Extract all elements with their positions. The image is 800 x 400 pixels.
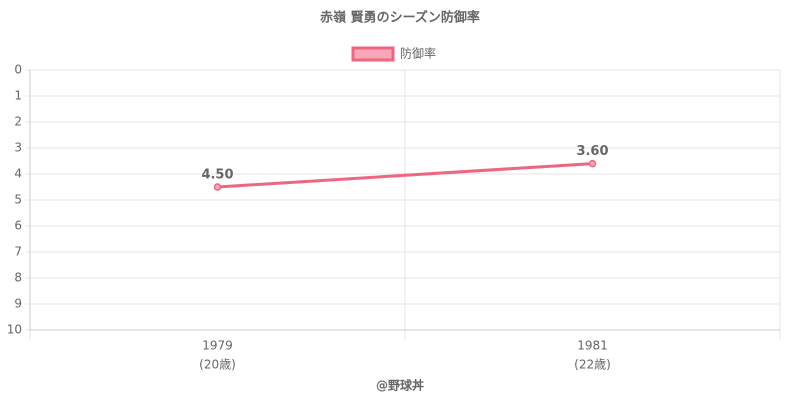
x-tick-label: 1981 — [577, 339, 608, 353]
legend-swatch — [351, 46, 395, 62]
footer: @野球丼 — [376, 378, 424, 393]
value-label: 4.50 — [201, 168, 233, 183]
y-tick-label: 3 — [14, 141, 22, 155]
x-tick-label: 1979 — [202, 339, 233, 353]
series-line — [217, 162, 593, 189]
y-tick-label: 1 — [14, 89, 22, 103]
y-tick-label: 9 — [14, 297, 22, 311]
point — [588, 159, 597, 168]
y-tick-label: 8 — [14, 271, 22, 285]
y-tick-label: 6 — [14, 219, 22, 233]
x-tick-sublabel: (22歳) — [574, 358, 611, 372]
x-tick-sublabel: (20歳) — [199, 358, 236, 372]
y-tick-label: 10 — [7, 323, 22, 337]
y-tick-label: 4 — [14, 167, 22, 181]
chart-title: 赤嶺 賢勇のシーズン防御率 — [320, 10, 480, 26]
y-tick-label: 5 — [14, 193, 22, 207]
y-tick-label: 0 — [14, 63, 22, 77]
y-tick-label: 7 — [14, 245, 22, 259]
legend-label: 防御率 — [400, 46, 436, 61]
value-label: 3.60 — [576, 144, 608, 159]
point — [213, 183, 222, 191]
y-tick-label: 2 — [14, 115, 22, 129]
